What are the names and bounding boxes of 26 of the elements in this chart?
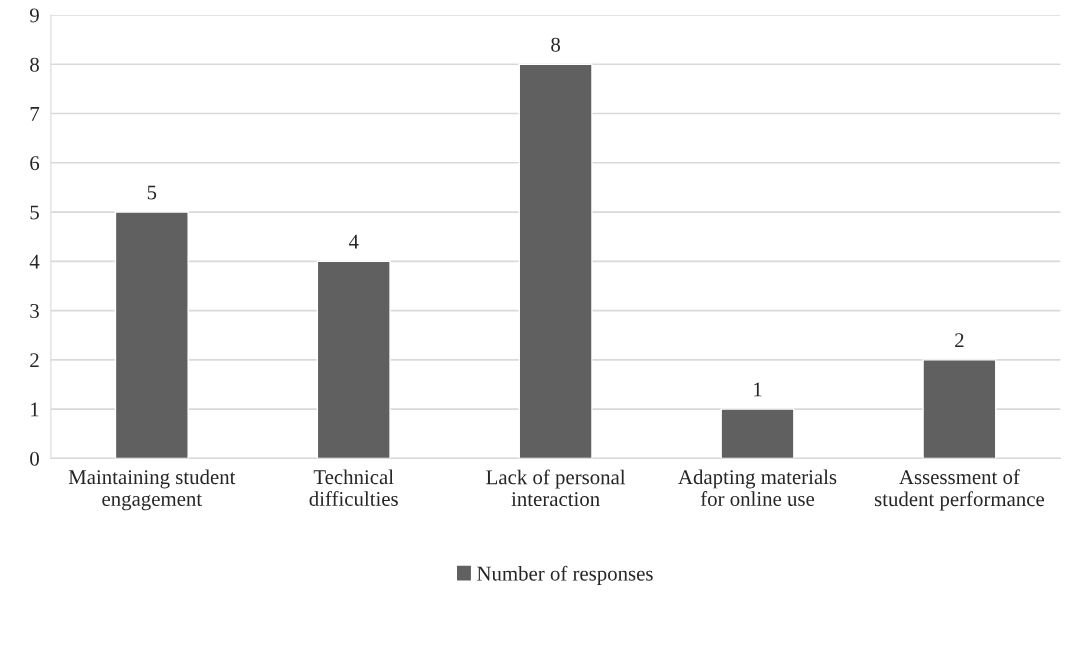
y-tick-label: 8	[30, 57, 39, 72]
x-tick-label: Technical difficulties	[309, 469, 398, 506]
data-label: 2	[955, 333, 964, 348]
x-tick-label: Assessment of student performance	[874, 469, 1045, 511]
legend-label: Number of responses	[477, 565, 653, 585]
bar	[922, 359, 997, 459]
y-tick-label: 1	[31, 402, 39, 417]
y-tick-label: 7	[30, 107, 40, 121]
data-label: 1	[754, 382, 762, 397]
x-tick-label: Adapting materials for online use	[678, 469, 837, 506]
y-tick-label: 0	[30, 451, 39, 466]
x-tick-label: Maintaining student engagement	[68, 469, 236, 511]
x-tick-label: Lack of personal interaction	[486, 469, 626, 507]
y-tick-label: 2	[30, 353, 39, 368]
bar	[114, 211, 189, 459]
y-tick-label: 3	[30, 304, 39, 318]
data-label: 5	[147, 185, 157, 200]
y-tick-label: 9	[30, 8, 39, 23]
bar	[518, 63, 593, 459]
data-label: 8	[551, 37, 561, 52]
y-tick-label: 4	[29, 254, 40, 269]
y-tick-label: 6	[30, 156, 40, 171]
bar	[720, 408, 795, 459]
data-label: 4	[348, 234, 359, 249]
y-tick-label: 5	[30, 205, 39, 220]
bar	[316, 260, 391, 459]
